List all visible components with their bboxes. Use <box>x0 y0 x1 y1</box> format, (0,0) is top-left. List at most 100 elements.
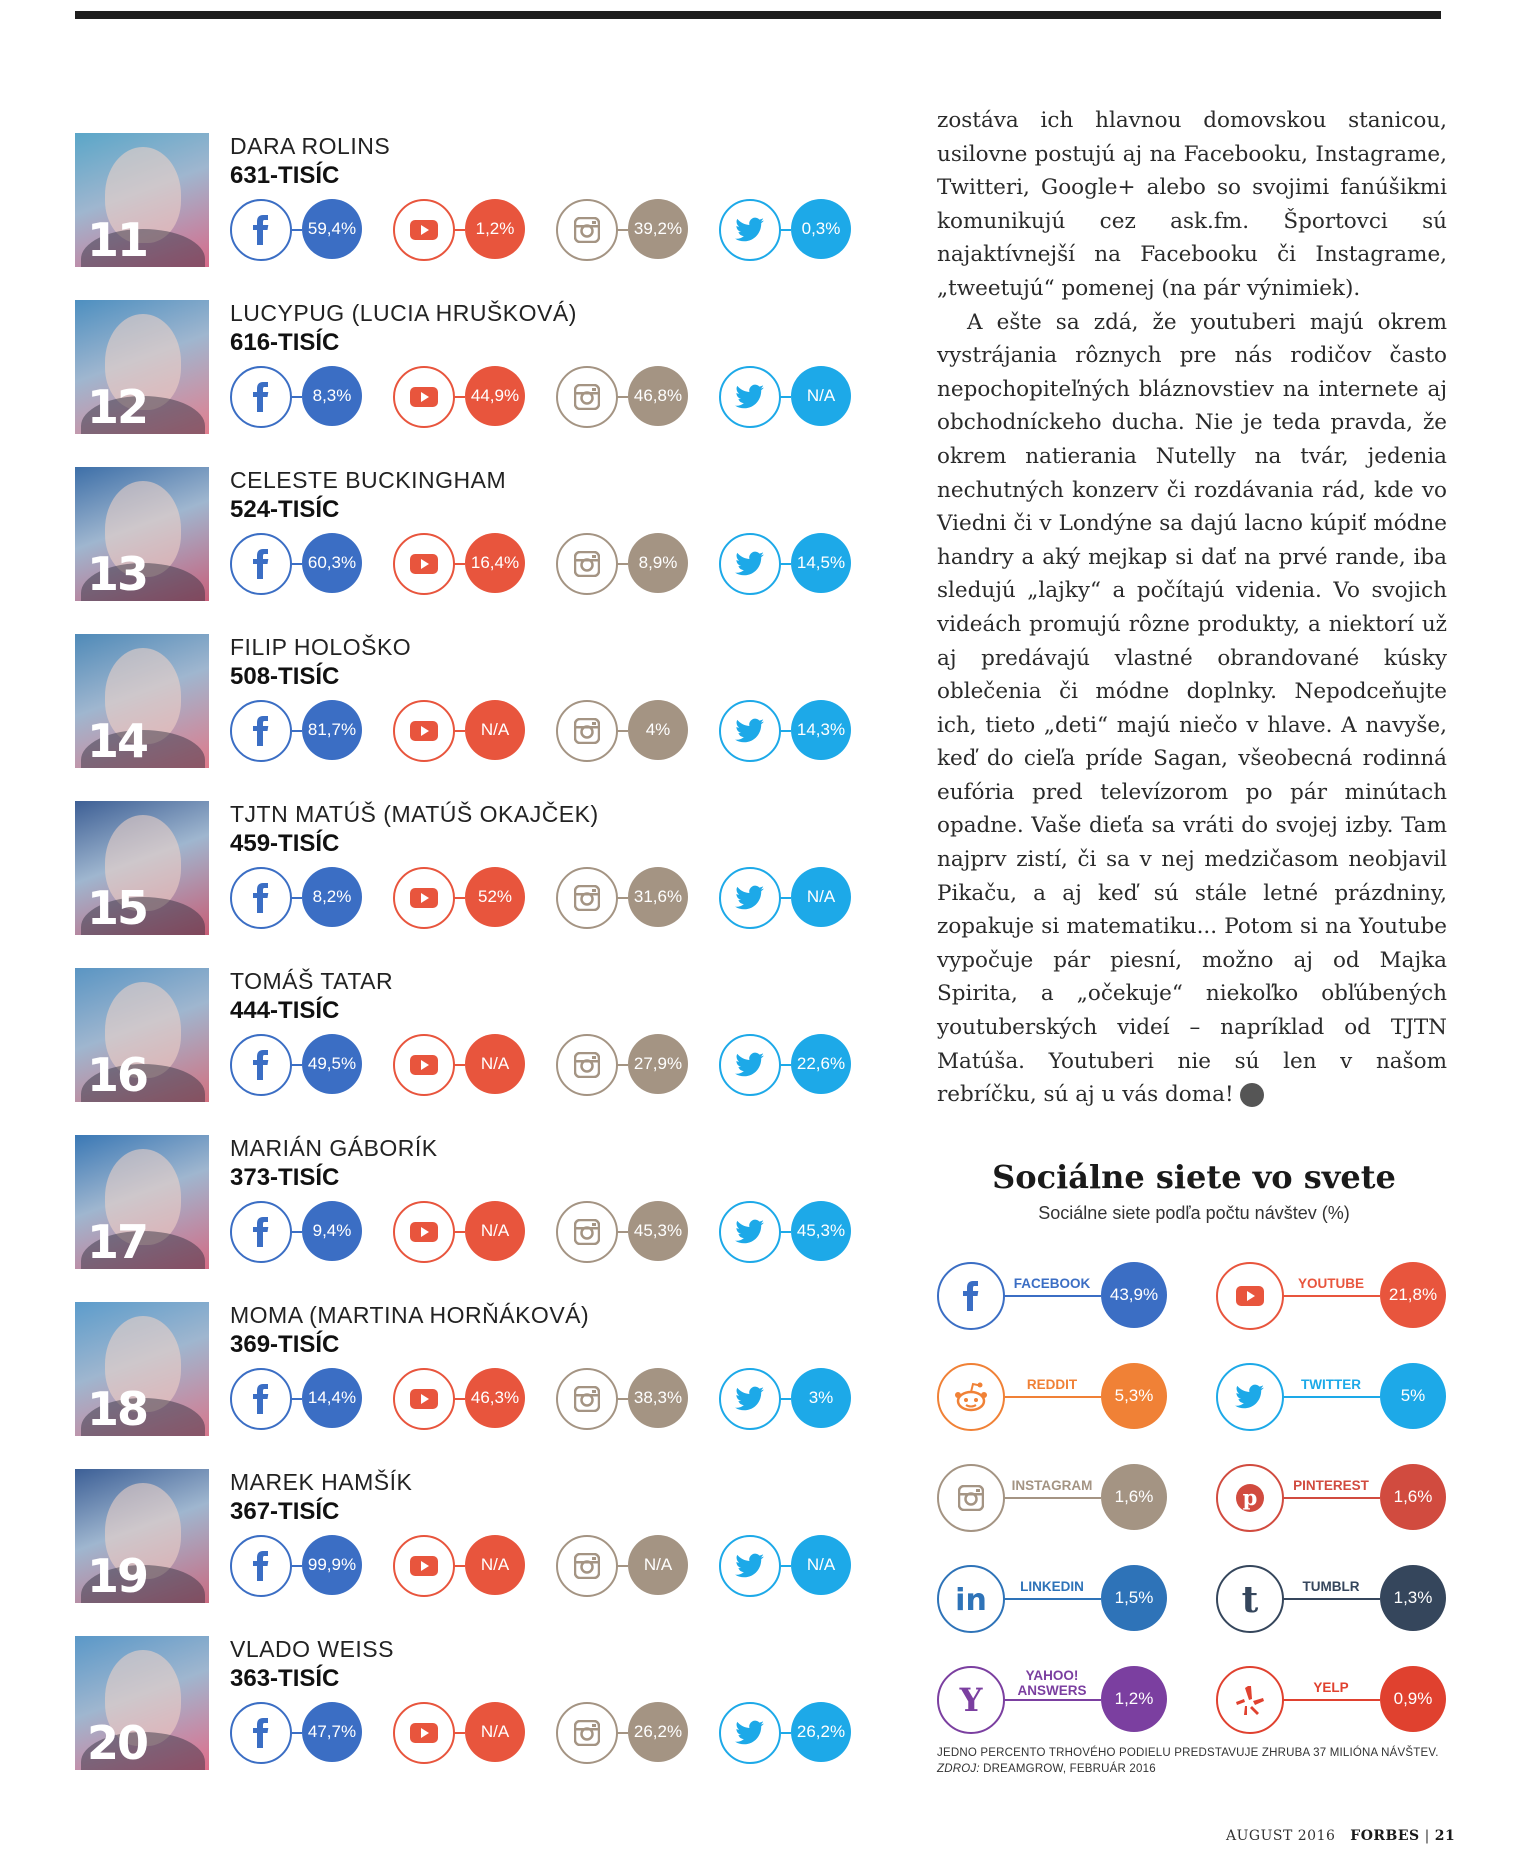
network-share-value: 5,3% <box>1101 1363 1167 1429</box>
person-name: VLADO WEISS <box>230 1636 394 1662</box>
yt-share: N/A <box>393 700 549 762</box>
instagram-icon <box>556 199 618 261</box>
tw-share: 45,3% <box>719 1201 875 1263</box>
fb-share: 8,2% <box>230 867 386 929</box>
yelp-icon <box>1216 1666 1284 1734</box>
yt-share-value: N/A <box>465 1702 525 1762</box>
youtube-icon <box>393 700 455 762</box>
connector-line <box>1003 1699 1101 1701</box>
sidebar-title: Sociálne siete vo svete <box>992 1158 1396 1196</box>
twitter-icon <box>719 1368 781 1430</box>
network-share-value: 1,3% <box>1380 1565 1446 1631</box>
ig-share: 8,9% <box>556 533 712 595</box>
article-paragraph: zostáva ich hlavnou domovskou stanicou, … <box>937 108 1447 301</box>
tw-share: N/A <box>719 366 875 428</box>
connector-line <box>453 1231 465 1233</box>
photo-face-shape <box>105 481 181 577</box>
ranking-entry: 18 MOMA (MARTINA HORŇÁKOVÁ) 369-TISÍC 14… <box>75 1302 875 1438</box>
connector-line <box>616 897 628 899</box>
youtube-icon <box>393 199 455 261</box>
network-item: TWITTER 5% <box>1216 1363 1446 1431</box>
connector-line <box>290 1231 302 1233</box>
yt-share: 16,4% <box>393 533 549 595</box>
facebook-icon <box>230 533 292 595</box>
facebook-icon <box>937 1262 1005 1330</box>
tw-share-value: N/A <box>791 366 851 426</box>
person-photo: 14 <box>75 634 209 768</box>
fb-share: 14,4% <box>230 1368 386 1430</box>
ranking-entry: 19 MAREK HAMŠÍK 367-TISÍC 99,9% N/A N/A … <box>75 1469 875 1605</box>
rank-number: 19 <box>87 1549 149 1603</box>
yt-share: N/A <box>393 1034 549 1096</box>
facebook-icon <box>230 1702 292 1764</box>
ig-share: 4% <box>556 700 712 762</box>
connector-line <box>1282 1396 1380 1398</box>
facebook-icon <box>230 1034 292 1096</box>
connector-line <box>616 563 628 565</box>
ig-share: 26,2% <box>556 1702 712 1764</box>
network-share-value: 1,6% <box>1101 1464 1167 1530</box>
tw-share-value: 45,3% <box>791 1201 851 1261</box>
connector-line <box>779 1064 791 1066</box>
person-photo: 13 <box>75 467 209 601</box>
network-item: REDDIT 5,3% <box>937 1363 1167 1431</box>
network-item: t TUMBLR 1,3% <box>1216 1565 1446 1633</box>
instagram-icon <box>556 867 618 929</box>
yt-share: 46,3% <box>393 1368 549 1430</box>
follower-count: 459-TISÍC <box>230 830 340 857</box>
photo-face-shape <box>105 815 181 911</box>
youtube-icon <box>393 867 455 929</box>
connector-line <box>453 1732 465 1734</box>
twitter-icon <box>719 867 781 929</box>
youtube-icon <box>393 1535 455 1597</box>
ig-share: 39,2% <box>556 199 712 261</box>
instagram-icon <box>556 533 618 595</box>
network-item: in LINKEDIN 1,5% <box>937 1565 1167 1633</box>
ranking-entry: 15 TJTN MATÚŠ (MATÚŠ OKAJČEK) 459-TISÍC … <box>75 801 875 937</box>
instagram-icon <box>556 1702 618 1764</box>
top-rule <box>75 11 1441 19</box>
network-label: LINKEDIN <box>1020 1579 1084 1594</box>
youtube-icon <box>393 1201 455 1263</box>
connector-line <box>616 229 628 231</box>
connector-line <box>290 1732 302 1734</box>
connector-line <box>290 229 302 231</box>
connector-line <box>779 1231 791 1233</box>
follower-count: 508-TISÍC <box>230 663 340 690</box>
yt-share-value: 1,2% <box>465 199 525 259</box>
fb-share-value: 8,3% <box>302 366 362 426</box>
instagram-icon <box>556 1368 618 1430</box>
fb-share: 99,9% <box>230 1535 386 1597</box>
tw-share-value: 22,6% <box>791 1034 851 1094</box>
rank-number: 14 <box>87 714 149 768</box>
fb-share: 59,4% <box>230 199 386 261</box>
connector-line <box>1282 1598 1380 1600</box>
follower-count: 444-TISÍC <box>230 997 340 1024</box>
source-line: ZDROJ: DREAMGROW, FEBRUÁR 2016 <box>937 1761 1439 1777</box>
rank-number: 17 <box>87 1215 149 1269</box>
connector-line <box>779 396 791 398</box>
connector-line <box>616 1398 628 1400</box>
connector-line <box>616 1231 628 1233</box>
yt-share: N/A <box>393 1535 549 1597</box>
tw-share-value: N/A <box>791 1535 851 1595</box>
person-photo: 12 <box>75 300 209 434</box>
twitter-icon <box>1216 1363 1284 1431</box>
connector-line <box>779 1565 791 1567</box>
connector-line <box>779 897 791 899</box>
fb-share: 9,4% <box>230 1201 386 1263</box>
connector-line <box>1003 1396 1101 1398</box>
ig-share: 45,3% <box>556 1201 712 1263</box>
youtube-icon <box>393 1034 455 1096</box>
ig-share-value: 39,2% <box>628 199 688 259</box>
ranking-entry: 14 FILIP HOLOŠKO 508-TISÍC 81,7% N/A 4% … <box>75 634 875 770</box>
tw-share: 14,3% <box>719 700 875 762</box>
instagram-icon <box>937 1464 1005 1532</box>
sidebar-subtitle: Sociálne siete podľa počtu návštev (%) <box>1038 1203 1350 1223</box>
connector-line <box>1282 1497 1380 1499</box>
connector-line <box>616 1565 628 1567</box>
fb-share-value: 47,7% <box>302 1702 362 1762</box>
network-share-value: 21,8% <box>1380 1262 1446 1328</box>
tw-share-value: 14,5% <box>791 533 851 593</box>
photo-face-shape <box>105 648 181 744</box>
